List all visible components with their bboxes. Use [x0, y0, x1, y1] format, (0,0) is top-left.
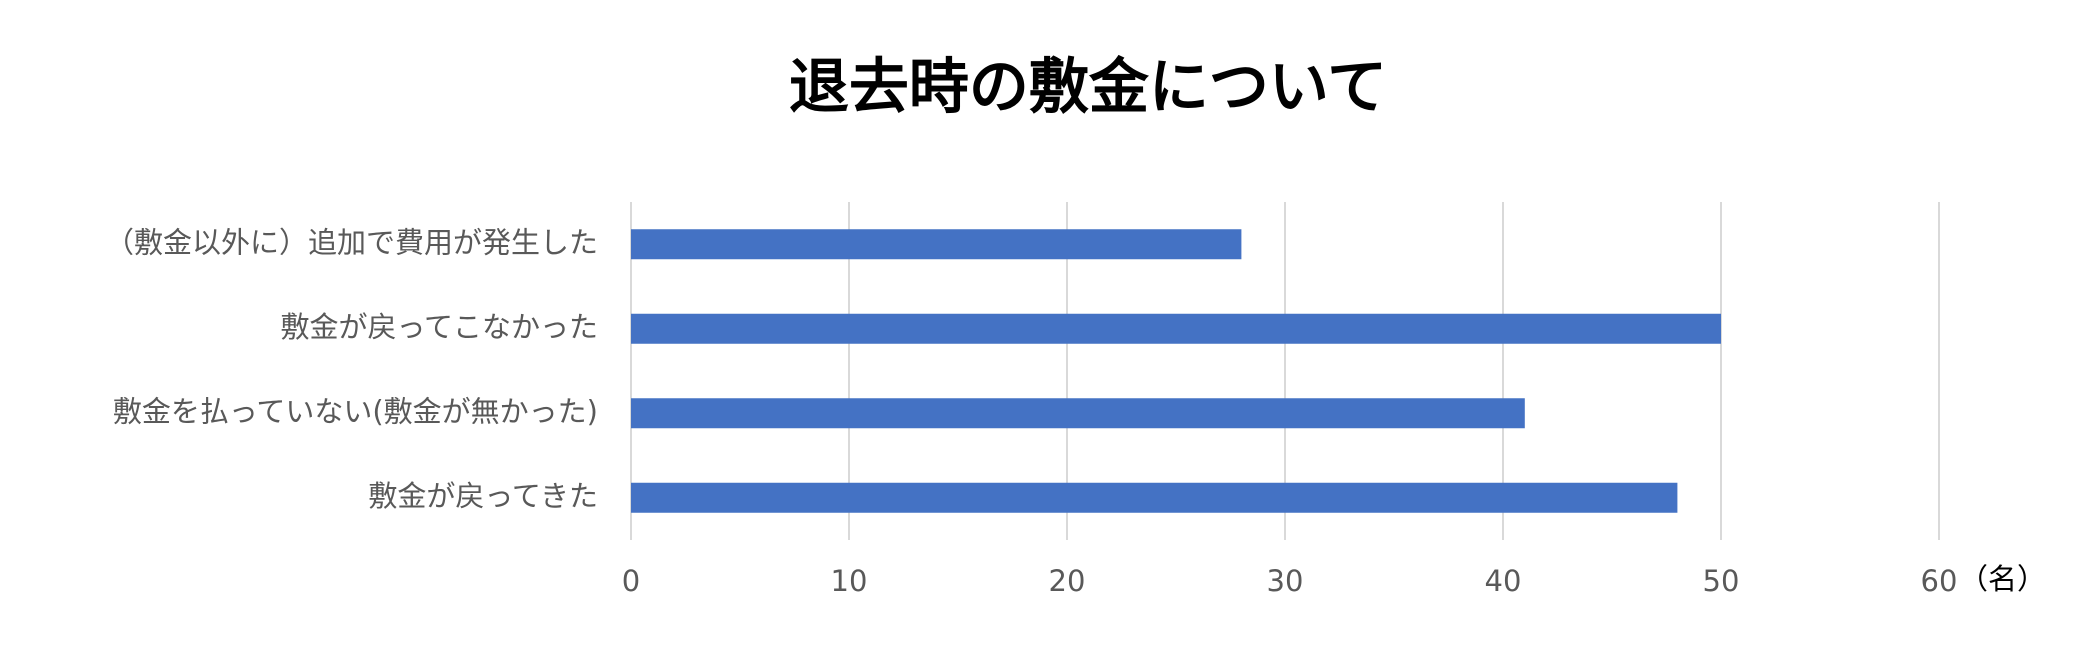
y-tick-label: 敷金を払っていない(敷金が無かった) [113, 394, 598, 428]
x-tick-label: 20 [1049, 564, 1086, 598]
x-tick-label: 0 [622, 564, 640, 598]
x-tick-label: 50 [1703, 564, 1740, 598]
bar [631, 398, 1525, 429]
bar [631, 482, 1678, 513]
bar [631, 229, 1242, 260]
x-tick-label: 10 [831, 564, 868, 598]
x-tick-label: 30 [1267, 564, 1304, 598]
y-tick-label: 敷金が戻ってこなかった [280, 310, 598, 344]
chart-title: 退去時の敷金について [789, 53, 1387, 123]
bar [631, 313, 1721, 344]
x-axis-label: （名） [1959, 562, 2046, 596]
x-tick-label: 40 [1485, 564, 1522, 598]
y-tick-label: （敷金以外に）追加で費用が発生した [105, 225, 598, 259]
y-tick-label: 敷金が戻ってきた [368, 479, 598, 513]
x-tick-label: 60 [1921, 564, 1958, 598]
